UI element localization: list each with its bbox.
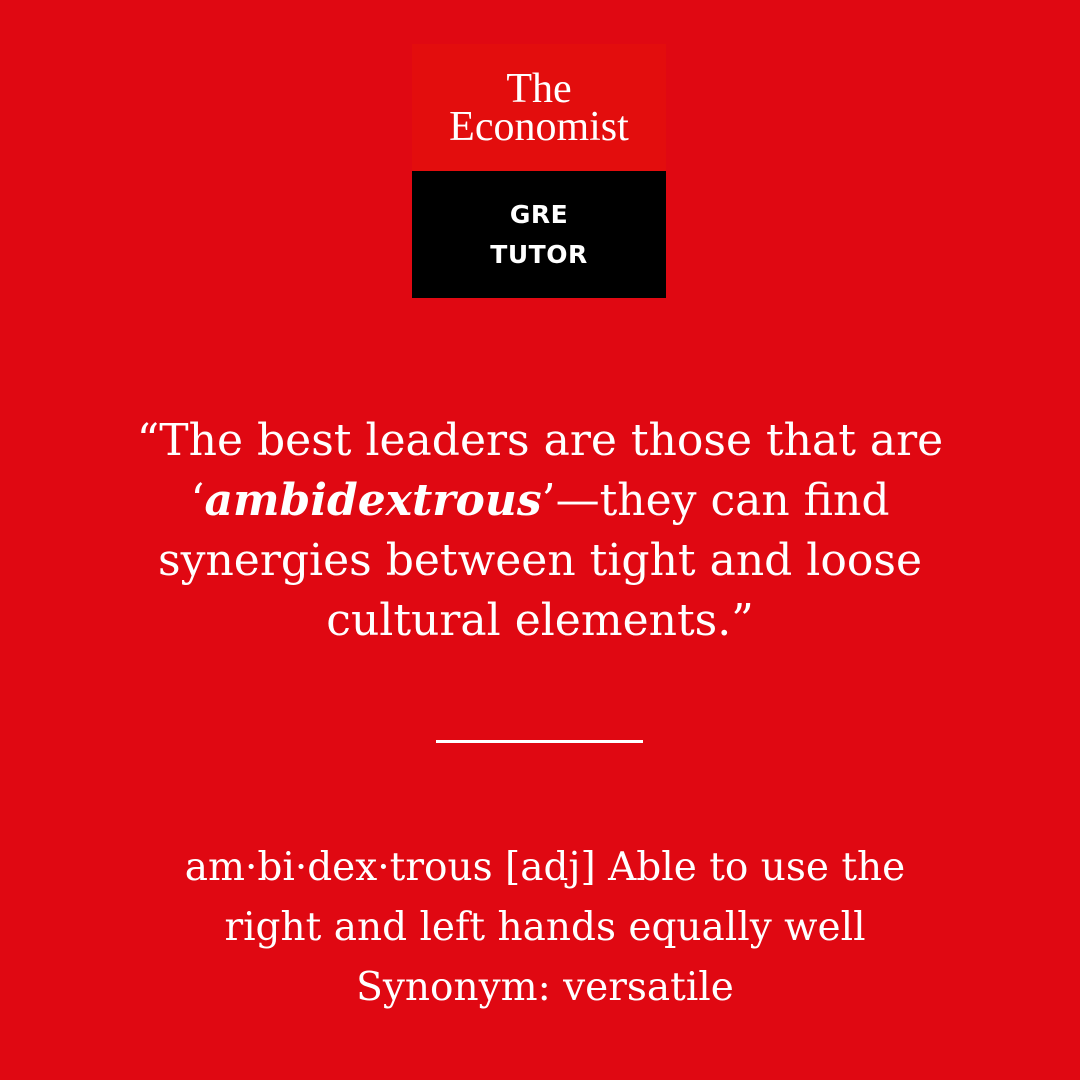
quote-rest: ’—they can find synergies between tight … [158, 475, 922, 646]
synonym-line: Synonym: versatile [356, 965, 734, 1010]
definition-line1: am·bi·dex·trous [adj] Able to use the [184, 845, 906, 890]
logo-brand-line1: The [506, 65, 572, 112]
definition-block: am·bi·dex·trous [adj] Able to use the ri… [120, 838, 970, 1018]
logo-product-line1: GRE [509, 199, 569, 229]
divider [436, 740, 643, 743]
logo-brand-block: The Economist [412, 44, 666, 171]
quote-open: “The best leaders are those that are ‘ [136, 415, 944, 526]
definition-line2: right and left hands equally well [224, 905, 866, 950]
logo-product-line2: TUTOR [490, 239, 588, 269]
quote-keyword: ambidextrous [204, 475, 542, 526]
logo-brand-line2: Economist [449, 103, 629, 150]
economist-gre-tutor-logo: The Economist GRE TUTOR [412, 44, 666, 298]
logo-product-block: GRE TUTOR [412, 171, 666, 298]
quote-text: “The best leaders are those that are ‘am… [120, 411, 960, 651]
